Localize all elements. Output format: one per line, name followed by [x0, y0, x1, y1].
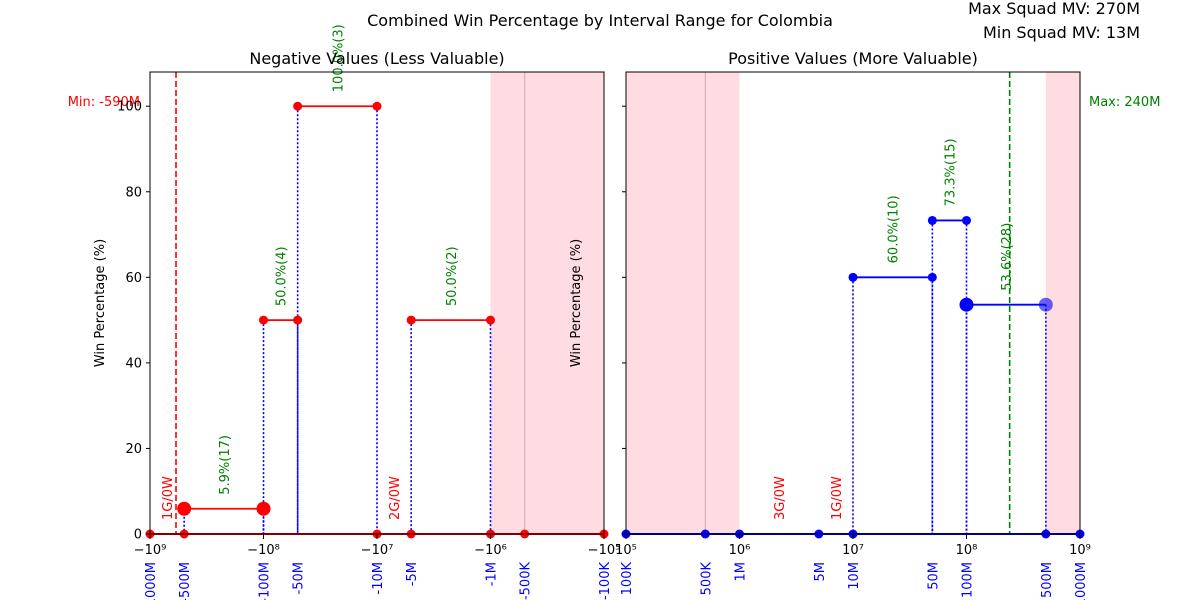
x-tick-label: 10⁵: [615, 543, 637, 558]
y-tick-label: 0: [134, 528, 142, 543]
x-tick-label: −10⁹: [134, 543, 167, 558]
boundary-label: -500M: [178, 562, 193, 600]
x-tick-label: −10⁵: [588, 543, 621, 558]
zero-win-label: 1G/0W: [830, 476, 845, 520]
data-point: [293, 101, 303, 111]
max-squad-label: Max Squad MV: 270M: [968, 0, 1140, 18]
y-axis-label: Win Percentage (%): [93, 239, 108, 367]
max-value-label: Max: 240M: [1089, 95, 1160, 110]
win-percentage-label: 50.0%(2): [445, 246, 460, 306]
data-point: [927, 272, 937, 282]
x-tick-label: 10⁹: [1069, 543, 1091, 558]
y-tick-label: 80: [125, 185, 142, 200]
boundary-label: -50M: [292, 562, 307, 594]
boundary-label: -100M: [258, 562, 273, 600]
y-tick-label: 60: [125, 271, 142, 286]
boundary-label: 500K: [699, 562, 714, 596]
win-percentage-label: 53.6%(28): [1000, 223, 1015, 291]
win-percentage-label: 73.3%(15): [943, 138, 958, 206]
positive-values-panel: Max: 240M 60.0%(10) 73.3%(15) 53.6%(28) 3G/0…: [569, 49, 1160, 600]
win-percentage-label: 5.9%(17): [218, 435, 233, 495]
boundary-label: -100K: [598, 562, 613, 600]
panel-title: Negative Values (Less Valuable): [249, 49, 504, 68]
boundary-label: 100M: [961, 562, 976, 598]
data-point: [372, 101, 382, 111]
min-value-label: Min: -590M: [68, 95, 140, 110]
data-point: [406, 315, 416, 325]
x-tick-label: 10⁶: [729, 543, 751, 558]
panel-title: Positive Values (More Valuable): [728, 49, 978, 68]
data-point: [959, 297, 974, 312]
figure-title: Combined Win Percentage by Interval Rang…: [367, 11, 833, 30]
shaded-region: [626, 72, 740, 534]
x-tick-label: 10⁸: [956, 543, 978, 558]
win-percentage-label: 100.0%(3): [331, 24, 346, 92]
win-percentage-label: 60.0%(10): [887, 195, 902, 263]
data-point: [1038, 297, 1053, 312]
boundary-label: 100K: [620, 562, 635, 596]
boundary-label: -10M: [371, 562, 386, 594]
boundary-label: -5M: [405, 562, 420, 586]
y-tick-label: 20: [125, 442, 142, 457]
data-point: [962, 215, 971, 225]
zero-win-label: 1G/0W: [161, 476, 176, 520]
y-tick-label: 40: [125, 356, 142, 371]
boundary-label: 5M: [813, 562, 828, 582]
x-tick-label: 10⁷: [842, 543, 864, 558]
x-tick-label: −10⁶: [474, 543, 507, 558]
boundary-label: 10M: [847, 562, 862, 590]
boundary-label: 50M: [926, 562, 941, 590]
win-percentage-label: 50.0%(4): [275, 246, 290, 306]
data-point: [177, 501, 192, 516]
zero-win-label: 2G/0W: [388, 476, 403, 520]
boundary-label: 1000M: [1074, 562, 1089, 600]
boundary-label: 1M: [734, 562, 749, 582]
shaded-region: [490, 72, 604, 534]
min-squad-label: Min Squad MV: 13M: [983, 23, 1140, 42]
data-point: [259, 315, 268, 325]
negative-values-panel: Min: -590M 5.9%(17) 50.0%(4) 100.0%(3) 50.0%…: [68, 24, 621, 600]
boundary-label: -500K: [519, 562, 534, 600]
x-tick-label: −10⁸: [247, 543, 280, 558]
boundary-label: -1M: [485, 562, 500, 586]
boundary-label: 500M: [1040, 562, 1055, 598]
data-point: [293, 315, 303, 325]
data-point: [256, 501, 271, 516]
y-axis-label: Win Percentage (%): [569, 239, 584, 367]
data-point: [848, 272, 858, 282]
data-point: [927, 215, 937, 225]
boundary-label: -1000M: [144, 562, 159, 600]
y-tick-label: 100: [117, 100, 142, 115]
data-point: [486, 315, 495, 325]
zero-win-label: 3G/0W: [773, 476, 788, 520]
x-tick-label: −10⁷: [361, 543, 394, 558]
